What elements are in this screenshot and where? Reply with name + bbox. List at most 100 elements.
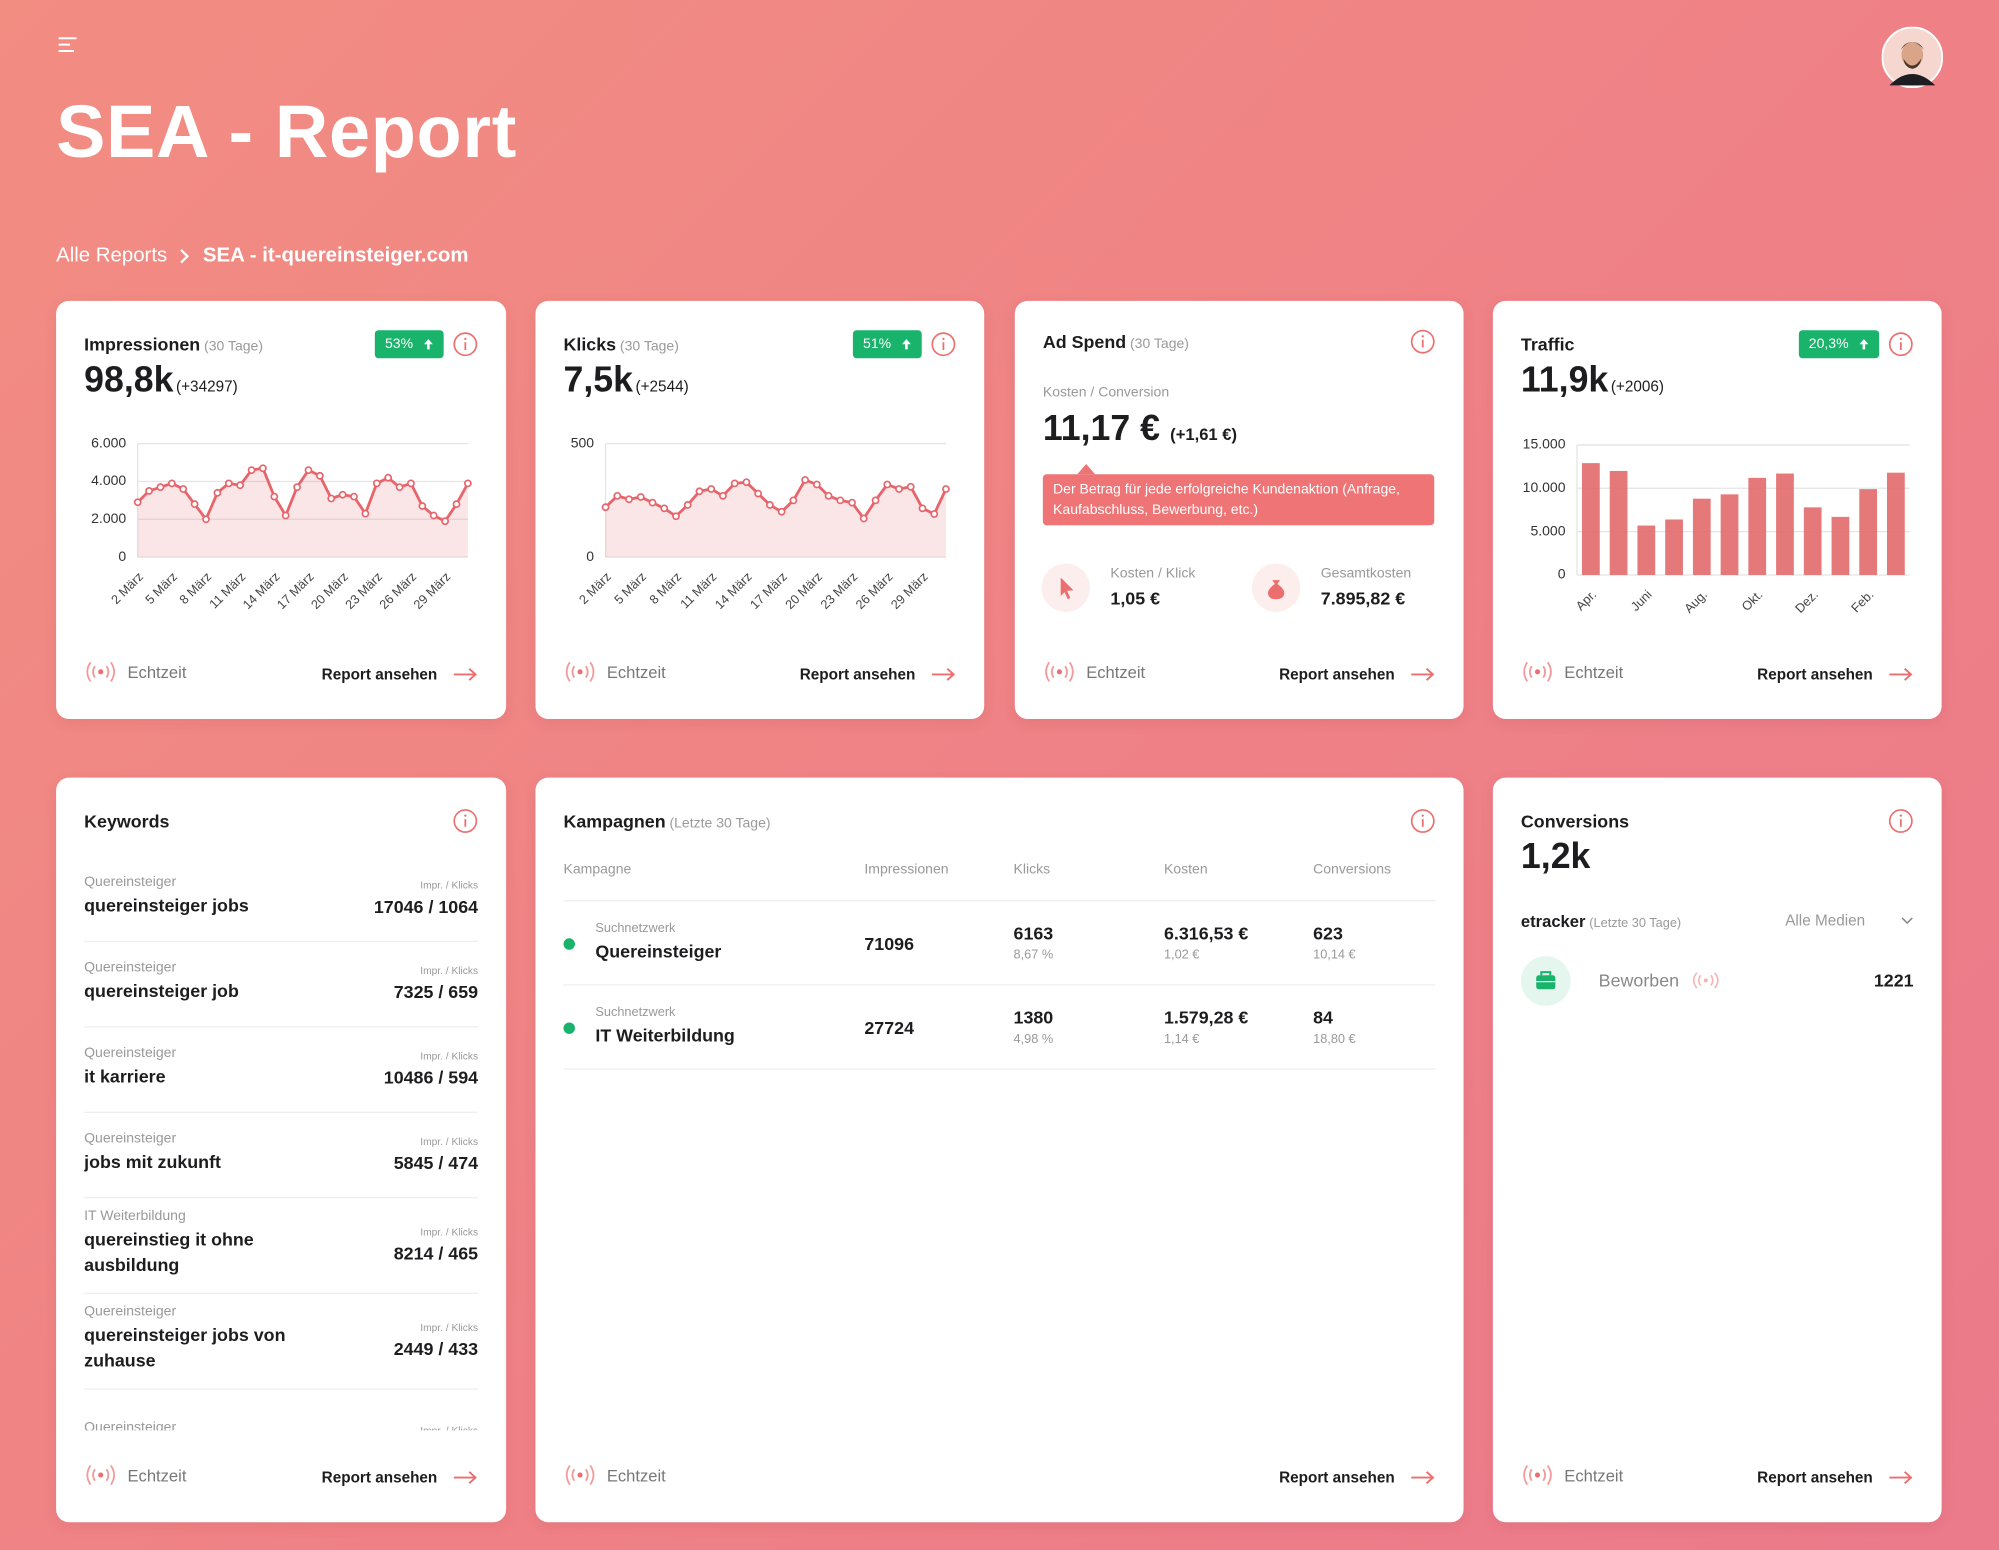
point — [754, 489, 763, 498]
arrow-icon — [453, 1471, 477, 1485]
network: Suchnetzwerk — [595, 921, 676, 936]
keyword-row: IT Weiterbildung quereinstieg it ohne aus… — [84, 1198, 479, 1294]
arrow-icon — [931, 667, 956, 681]
point — [613, 491, 622, 500]
info-button[interactable] — [453, 808, 478, 833]
point — [384, 473, 393, 482]
column-header: Conversions — [1313, 861, 1392, 878]
report-link[interactable]: Report ansehen — [322, 665, 478, 683]
bar — [1609, 470, 1628, 575]
trend-badge: 53% — [374, 330, 444, 359]
period: (Letzte 30 Tage) — [669, 815, 771, 832]
x-tick-label: Feb. — [1848, 587, 1877, 616]
point — [930, 510, 939, 518]
info-button[interactable] — [1888, 808, 1913, 833]
goal: Beworben — [1599, 970, 1720, 991]
live-icon — [86, 661, 115, 682]
point — [247, 466, 256, 475]
breadcrumb: Alle Reports SEA - it-quereinsteiger.com — [56, 245, 468, 268]
bar — [1887, 472, 1905, 575]
click-icon — [1041, 563, 1091, 612]
keyword-info: Quereinsteiger — [84, 1418, 176, 1430]
x-tick-label: 5 März — [142, 569, 180, 607]
keyword-group: IT Weiterbildung — [84, 1208, 186, 1224]
source: etracker (Letzte 30 Tage) — [1521, 912, 1681, 931]
avatar[interactable] — [1881, 26, 1943, 88]
live-icon — [1523, 661, 1552, 682]
cost-per-conversion: 10,14 € — [1313, 948, 1356, 963]
report-link[interactable]: Report ansehen — [322, 1469, 478, 1486]
traffic-chart: 0 5.000 10.000 15.000 Apr. Juni Aug. Okt. Dez. Fe… — [1523, 436, 1910, 616]
point — [836, 496, 845, 505]
arrow-icon — [453, 667, 477, 681]
report-link[interactable]: Report ansehen — [1757, 1469, 1913, 1486]
report-link[interactable]: Report ansehen — [1279, 1469, 1435, 1486]
x-tick-label: 29 März — [410, 569, 453, 612]
keyword-stats: Impr. / Klicks 2449 / 433 — [394, 1313, 478, 1361]
y-tick-label: 2.000 — [91, 510, 126, 526]
point — [133, 498, 142, 507]
click-rate: 8,67 % — [1013, 948, 1054, 963]
x-tick-label: 2 März — [108, 569, 146, 607]
report-link[interactable]: Report ansehen — [1757, 665, 1913, 683]
info-button[interactable] — [1888, 331, 1913, 357]
y-tick-label: 10.000 — [1523, 479, 1566, 495]
kpi-value: 7,5k — [563, 359, 633, 400]
title: Traffic — [1520, 334, 1575, 355]
arrow-icon — [1889, 667, 1913, 681]
keyword-row: Quereinsteiger it karriere Impr. / Klicks 1… — [84, 1028, 479, 1113]
bar — [1637, 525, 1656, 575]
card-title: Klicks (30 Tage) — [563, 334, 678, 354]
stats-value: 5845 / 474 — [393, 1152, 479, 1173]
money-icon — [1251, 563, 1301, 612]
x-tick-label: 23 März — [817, 569, 860, 612]
up-arrow — [423, 339, 433, 350]
card-title: Ad Spend (30 Tage) — [1043, 331, 1189, 351]
y-tick-label: 0 — [118, 548, 126, 564]
impressions-card: Impressionen (30 Tage) 53% 98,8k (+34297) … — [56, 300, 507, 720]
point — [883, 480, 892, 489]
area — [605, 479, 946, 558]
live-icon — [565, 1464, 595, 1486]
kpi: 11,17 € (+1,61 €) — [1043, 408, 1237, 449]
stats-value: 2449 / 433 — [393, 1338, 479, 1360]
x-tick-label: 11 März — [677, 569, 719, 611]
live-label: Echtzeit — [1564, 662, 1624, 682]
keyword-list: Quereinsteiger quereinsteiger jobs Impr. /… — [84, 857, 479, 1430]
breadcrumb-current: SEA - it-quereinsteiger.com — [202, 244, 469, 267]
point — [730, 479, 739, 488]
info-button[interactable] — [1410, 808, 1435, 833]
info-button[interactable] — [931, 331, 956, 357]
breadcrumb-separator — [180, 249, 190, 264]
x-tick-label: 20 März — [782, 569, 825, 612]
impressions: 71096 — [864, 933, 915, 954]
keyword-info: Quereinsteiger quereinsteiger jobs von zu… — [84, 1302, 326, 1373]
keywords-card: Keywords Quereinsteiger quereinsteiger jo… — [56, 777, 507, 1523]
point — [906, 482, 915, 491]
info-dot — [464, 814, 467, 817]
point — [918, 504, 927, 513]
point — [942, 485, 950, 493]
clicks: 1380 — [1013, 1007, 1054, 1028]
point — [350, 492, 358, 501]
y-tick-label: 6.000 — [91, 434, 126, 450]
live-label: Echtzeit — [127, 662, 187, 682]
info-button[interactable] — [1410, 329, 1435, 354]
point — [395, 483, 404, 492]
point — [848, 498, 856, 507]
media-filter[interactable]: Alle Medien — [1785, 912, 1913, 929]
network: Suchnetzwerk — [595, 1005, 676, 1020]
report-link[interactable]: Report ansehen — [800, 665, 956, 683]
point — [660, 504, 669, 513]
point — [327, 494, 336, 503]
info-button[interactable] — [453, 331, 478, 357]
point — [683, 501, 692, 509]
keyword-info: Quereinsteiger it karriere — [84, 1043, 326, 1089]
menu-button[interactable] — [57, 34, 80, 54]
report-link[interactable]: Report ansehen — [1279, 665, 1435, 683]
point — [315, 471, 324, 480]
point — [452, 500, 461, 509]
trend-badge: 51% — [852, 330, 922, 359]
breadcrumb-link[interactable]: Alle Reports — [56, 244, 168, 267]
kpi-delta: (+1,61 €) — [1170, 424, 1237, 444]
